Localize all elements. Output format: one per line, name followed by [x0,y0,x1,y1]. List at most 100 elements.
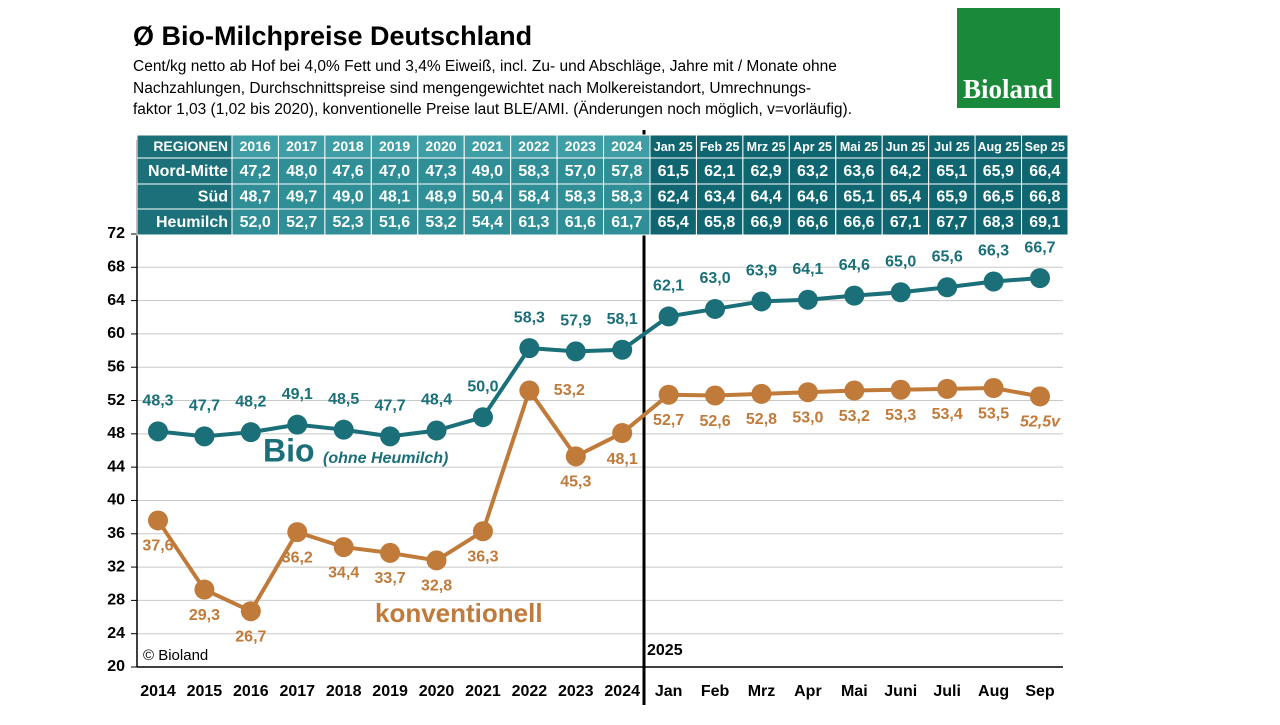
data-label: 49,1 [282,386,313,403]
data-label: 65,6 [932,249,963,266]
table-value: 68,3 [983,214,1014,231]
table-cell [603,183,651,210]
table-header: 2018 [333,138,364,154]
table-value: 65,1 [936,163,967,180]
table-value: 48,7 [240,189,271,206]
y-tick-label: 48 [107,425,125,442]
table-header: Jan 25 [654,140,693,154]
data-label: 48,1 [607,451,638,468]
x-tick-label: 2021 [465,683,501,700]
data-label: 26,7 [235,628,266,645]
table-value: 65,4 [890,189,921,206]
table-cell [231,208,279,236]
table-cell [835,157,883,185]
table-cell [788,208,837,236]
table-cell [231,157,279,185]
chart-title: Ø Bio-Milchpreise Deutschland [133,21,532,51]
table-cell [742,208,790,236]
table-value: 49,0 [333,189,364,206]
table-value: 65,9 [936,189,967,206]
logo-box [957,8,1060,108]
subtitle: faktor 1,03 (1,02 bis 2020), konventione… [133,101,852,118]
table-value: 63,2 [797,163,828,180]
y-tick-label: 72 [107,225,125,242]
data-point [983,271,1004,292]
subtitle: Nachzahlungen, Durchschnittspreise sind … [133,80,811,97]
table-header: Mrz 25 [747,140,786,154]
x-tick-label: 2024 [604,683,640,700]
table-value: 65,1 [843,189,874,206]
series-name: Bio [263,432,315,468]
table-header: REGIONEN [153,138,228,154]
table-value: 53,2 [425,214,456,231]
data-label: 50,0 [467,378,498,395]
table-value: 57,8 [611,163,642,180]
table-cell [649,183,697,210]
y-tick-label: 24 [107,625,125,642]
table-cell [881,208,930,236]
table-cell [510,208,558,236]
table-value: 58,4 [518,189,549,206]
data-label: 34,4 [328,564,359,581]
data-point [426,420,447,441]
table-value: 61,7 [611,214,642,231]
table-value: 66,8 [1029,189,1060,206]
data-label: 63,0 [699,270,730,287]
table-value: 58,3 [611,189,642,206]
x-tick-label: 2020 [419,683,455,700]
x-tick-label: Jan [655,683,683,700]
y-tick-label: 60 [107,325,125,342]
table-value: 57,0 [565,163,596,180]
table-cell [742,183,790,210]
x-tick-label: 2023 [558,683,594,700]
table-header: Jun 25 [886,140,926,154]
table-value: 47,3 [425,163,456,180]
table-cell [603,157,651,185]
table-header: Jul 25 [934,140,969,154]
data-point [519,380,540,401]
data-point [472,407,493,428]
data-point [890,282,911,303]
x-tick-label: 2022 [512,683,548,700]
y-tick-label: 36 [107,525,125,542]
data-label: 37,6 [142,538,173,555]
x-tick-label: Feb [701,683,730,700]
table-value: 47,6 [333,163,364,180]
x-tick-label: 2017 [279,683,315,700]
table-cell [1021,208,1069,236]
table-value: 64,6 [797,189,828,206]
table-value: 49,7 [286,189,317,206]
data-point [844,285,865,306]
table-header: 2022 [518,138,549,154]
table-value: 62,1 [704,163,735,180]
table-value: 66,9 [751,214,782,231]
table-value: 58,3 [518,163,549,180]
data-label: 66,3 [978,243,1009,260]
table-header: Sep 25 [1025,140,1065,154]
data-label: 57,9 [560,313,591,330]
data-point [287,522,308,543]
y-tick-label: 40 [107,492,125,509]
table-cell [463,183,512,210]
table-value: 62,4 [658,189,689,206]
data-point [380,542,401,563]
data-label: 52,6 [699,413,730,430]
table-value: 52,0 [240,214,271,231]
table-value: 49,0 [472,163,503,180]
data-point [148,510,168,531]
table-value: 66,5 [983,189,1014,206]
data-label: 32,8 [421,578,452,595]
table-value: 64,4 [751,189,782,206]
data-point [983,378,1004,399]
table-cell [417,183,465,210]
data-label: 52,8 [746,411,777,428]
x-tick-label: 2016 [233,683,269,700]
table-value: 61,5 [658,163,689,180]
data-point [612,423,633,444]
table-value: 66,6 [843,214,874,231]
table-cell [835,208,883,236]
x-tick-label: 2018 [326,683,362,700]
y-tick-label: 56 [107,358,125,375]
table-cell [928,208,976,236]
series-name: konventionell [375,598,543,628]
